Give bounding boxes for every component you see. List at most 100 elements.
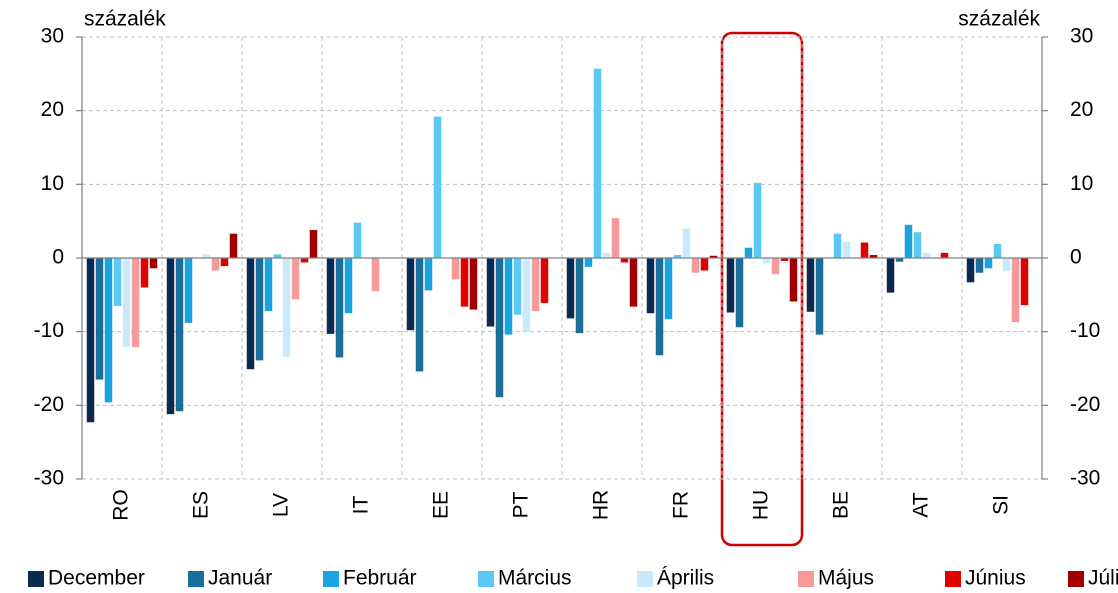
bar — [211, 258, 220, 271]
legend-label: Január — [208, 567, 272, 590]
x-tick-label: IT — [350, 496, 373, 515]
bar — [113, 258, 122, 306]
bar — [540, 258, 549, 303]
bar — [655, 258, 664, 356]
bar — [726, 258, 735, 313]
x-tick-label: SI — [990, 495, 1013, 515]
bar — [353, 222, 362, 258]
bar — [664, 258, 673, 320]
bar — [869, 255, 878, 258]
bar — [940, 252, 949, 258]
bar — [326, 258, 335, 334]
bar — [166, 258, 175, 415]
bar — [593, 68, 602, 258]
bar — [691, 258, 700, 273]
bar — [104, 258, 113, 403]
bar — [975, 258, 984, 273]
x-tick-label: RO — [110, 489, 133, 521]
legend-label: Május — [818, 567, 874, 590]
bar — [566, 258, 575, 319]
legend-swatch — [323, 571, 339, 587]
legend-swatch — [798, 571, 814, 587]
bar — [406, 258, 415, 331]
legend-label: December — [48, 567, 145, 590]
bar — [984, 258, 993, 269]
bar — [913, 232, 922, 258]
y-axis-label: százalék — [84, 8, 166, 31]
bar — [95, 258, 104, 380]
bar — [700, 258, 709, 271]
bar — [762, 258, 771, 264]
bar — [922, 252, 931, 258]
legend-label: Február — [343, 567, 417, 590]
bar — [886, 258, 895, 293]
bar — [602, 252, 611, 258]
bar — [815, 258, 824, 335]
legend-swatch — [478, 571, 494, 587]
bar — [531, 258, 540, 312]
x-tick-label: ES — [190, 491, 213, 519]
bar — [860, 242, 869, 258]
y2-tick-label: -20 — [1070, 393, 1100, 416]
bar — [291, 258, 300, 300]
bar — [451, 258, 460, 280]
x-tick-label: HR — [590, 490, 613, 520]
bar — [220, 258, 229, 267]
bar — [895, 258, 904, 262]
bar — [149, 258, 158, 269]
bar — [1011, 258, 1020, 323]
bar — [771, 258, 780, 275]
bar — [966, 258, 975, 283]
x-tick-label: AT — [910, 492, 933, 517]
y2-tick-label: 0 — [1070, 246, 1082, 269]
bar — [789, 258, 798, 302]
x-tick-label: BE — [830, 491, 853, 519]
y-tick-label: -20 — [34, 393, 64, 416]
bar — [646, 258, 655, 314]
bar — [611, 218, 620, 258]
bar — [904, 224, 913, 258]
bar — [460, 258, 469, 307]
bar — [1002, 258, 1011, 272]
bar — [371, 258, 380, 292]
x-tick-label: PT — [510, 491, 533, 518]
x-tick-label: EE — [430, 491, 453, 519]
legend-swatch — [188, 571, 204, 587]
y2-tick-label: 30 — [1070, 25, 1093, 48]
bar — [131, 258, 140, 348]
legend-label: Június — [965, 567, 1026, 590]
y2-tick-label: 10 — [1070, 172, 1093, 195]
y-tick-label: -10 — [34, 319, 64, 342]
bar — [629, 258, 638, 307]
legend-label: Július — [1088, 567, 1118, 590]
bar — [744, 247, 753, 258]
bar — [709, 255, 718, 258]
y-tick-label: 20 — [41, 98, 64, 121]
bar — [433, 116, 442, 258]
bar — [282, 258, 291, 357]
bar — [504, 258, 513, 335]
bar — [175, 258, 184, 412]
y2-tick-label: -10 — [1070, 319, 1100, 342]
bar — [246, 258, 255, 370]
bar — [522, 258, 531, 332]
bar — [309, 230, 318, 258]
bar — [415, 258, 424, 372]
bar — [735, 258, 744, 328]
bar — [673, 255, 682, 258]
bar — [495, 258, 504, 398]
bar — [842, 241, 851, 258]
bar — [300, 258, 309, 263]
bar — [833, 233, 842, 258]
bar — [122, 258, 131, 348]
bar — [273, 254, 282, 258]
bar — [486, 258, 495, 327]
y-tick-label: 30 — [41, 25, 64, 48]
y-tick-label: -30 — [34, 467, 64, 490]
bar — [264, 258, 273, 312]
bar — [469, 258, 478, 310]
bar — [184, 258, 193, 323]
y2-axis-label: százalék — [958, 8, 1040, 31]
x-tick-label: LV — [270, 493, 293, 517]
bar — [86, 258, 95, 423]
